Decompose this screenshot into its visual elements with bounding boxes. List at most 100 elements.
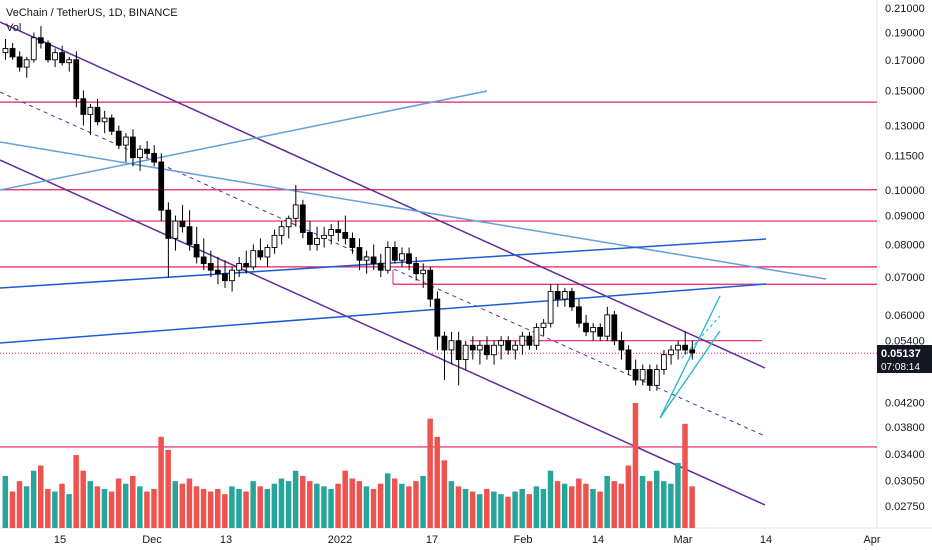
candle-body xyxy=(59,52,65,64)
candle-body xyxy=(271,234,278,248)
volume-bar xyxy=(533,486,540,528)
candle-body xyxy=(590,327,596,333)
candle-body xyxy=(413,263,419,275)
volume-bar xyxy=(292,470,299,528)
chart-title: VeChain / TetherUS, 1D, BINANCE xyxy=(6,7,178,19)
candle-body xyxy=(583,322,589,333)
volume-bar xyxy=(257,486,263,528)
volume-bar xyxy=(9,491,16,528)
volume-bar xyxy=(16,481,23,528)
volume-bar xyxy=(646,481,653,528)
volume-bar xyxy=(229,486,235,528)
candle-body xyxy=(207,263,214,271)
volume-bar xyxy=(122,483,129,528)
candle-body xyxy=(505,340,512,351)
volume-bar xyxy=(392,478,398,528)
volume-bar xyxy=(335,483,341,528)
candle-body xyxy=(498,340,504,346)
candle-body xyxy=(512,344,519,351)
price-tag-bg xyxy=(877,345,932,373)
candle-body xyxy=(519,335,526,346)
current-price-tag: 0.05137 07:08:14 xyxy=(877,345,932,373)
volume-bar xyxy=(427,418,433,528)
time-tick-label: Apr xyxy=(863,534,880,546)
volume-bar xyxy=(384,473,391,528)
candle-body xyxy=(675,344,681,351)
candle-body xyxy=(653,369,660,386)
candle-body xyxy=(179,220,186,228)
volume-bar xyxy=(30,470,37,528)
volume-bar xyxy=(413,481,419,528)
candle-body xyxy=(682,344,689,351)
volume-bar xyxy=(250,481,256,528)
candle-body xyxy=(66,59,73,64)
volume-bar xyxy=(45,488,51,528)
blue-lower-support-line xyxy=(0,283,767,344)
volume-bar xyxy=(399,483,405,528)
price-tick-label: 0.09000 xyxy=(885,211,925,223)
time-tick-label: 14 xyxy=(760,534,772,546)
volume-bar xyxy=(632,403,639,528)
volume-bar xyxy=(23,486,30,528)
price-tick-label: 0.03800 xyxy=(885,422,925,434)
volume-bar xyxy=(462,488,469,528)
candle-body xyxy=(540,322,547,328)
volume-bar xyxy=(172,481,178,528)
volume-bar xyxy=(370,488,377,528)
candle-body xyxy=(618,340,625,351)
candle-body xyxy=(314,237,320,245)
candle-body xyxy=(597,327,604,337)
volume-bar xyxy=(576,478,582,528)
candle-body xyxy=(200,256,207,264)
candle-body xyxy=(23,59,30,68)
candle-body xyxy=(236,263,242,271)
candle-body xyxy=(214,269,221,275)
price-tick-label: 0.15000 xyxy=(885,85,925,97)
volume-bar xyxy=(455,486,462,528)
price-tick-label: 0.17000 xyxy=(885,55,925,67)
candle-body xyxy=(9,48,16,58)
volume-bar xyxy=(151,488,157,528)
volume-bar xyxy=(653,470,660,528)
volume-bar xyxy=(52,491,58,528)
candle-body xyxy=(222,273,228,282)
candle-body xyxy=(399,253,405,261)
price-tick-label: 0.11500 xyxy=(885,151,924,163)
candle-body xyxy=(639,369,646,381)
volume-bar xyxy=(491,491,497,528)
volume-bar xyxy=(406,486,412,528)
volume-bar xyxy=(661,481,667,528)
price-tick-label: 0.07000 xyxy=(885,272,925,284)
candle-body xyxy=(668,349,674,356)
candle-body xyxy=(576,306,582,324)
price-tick-label: 0.13000 xyxy=(885,120,925,132)
volume-bar xyxy=(441,460,448,528)
price-tag-countdown: 07:08:14 xyxy=(881,362,920,373)
volume-bar xyxy=(299,475,306,528)
candle-body xyxy=(434,298,441,337)
candle-body xyxy=(137,148,143,159)
candle-body xyxy=(491,344,497,356)
volume-bar xyxy=(215,488,221,528)
volume-bar xyxy=(554,481,561,528)
volume-bar xyxy=(243,491,249,528)
volume-bar xyxy=(356,481,363,528)
candle-body xyxy=(363,256,370,261)
volume-bar xyxy=(115,478,122,528)
price-tag-value: 0.05137 xyxy=(881,348,921,360)
volume-bar xyxy=(420,475,426,528)
volume-bar xyxy=(675,462,681,528)
volume-bar xyxy=(307,481,313,528)
volume-bar xyxy=(278,478,285,528)
volume-bar xyxy=(512,491,518,528)
time-tick-label: 2022 xyxy=(328,534,352,546)
volume-bar xyxy=(505,496,511,528)
volume-bar xyxy=(186,478,193,528)
candle-body xyxy=(257,250,264,258)
candle-body xyxy=(299,204,306,233)
price-tick-label: 0.10000 xyxy=(885,185,925,197)
candle-body xyxy=(476,344,483,351)
candle-body xyxy=(292,204,299,219)
volume-bar xyxy=(158,436,164,528)
